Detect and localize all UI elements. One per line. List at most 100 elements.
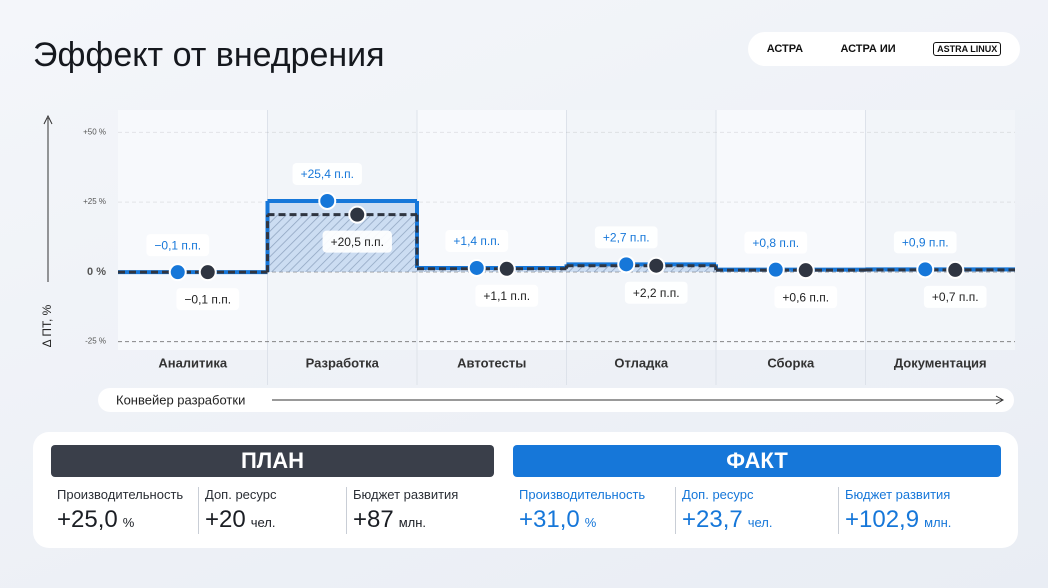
step-area xyxy=(566,265,716,272)
value-label-bg xyxy=(146,234,210,257)
step-area xyxy=(118,271,268,273)
value-label-bg xyxy=(893,231,957,254)
summary-title: ПЛАН xyxy=(51,445,494,477)
value-label-bg xyxy=(445,229,509,252)
point xyxy=(318,191,337,210)
point xyxy=(766,260,785,279)
y-axis-label: Δ ПТ, % xyxy=(40,304,54,347)
logo: АСТРА xyxy=(766,43,804,55)
y-tick-label: +25 % xyxy=(83,197,106,206)
y-tick-label: -25 % xyxy=(85,337,106,346)
point xyxy=(796,261,815,280)
summary-panel: ПЛАН Производительность +25,0% Доп. ресурс +… xyxy=(33,432,1018,548)
metric-value: +23,7 xyxy=(682,506,743,533)
step-area xyxy=(716,270,866,272)
metric-value-row: +25,0% xyxy=(57,506,192,534)
column-bg xyxy=(865,110,1015,350)
column-bg xyxy=(118,110,268,350)
metric: Производительность +31,0% xyxy=(513,487,675,534)
metric-value: +20 xyxy=(205,506,246,533)
logos: АСТРА АСТРА ИИ ASTRA LINUX xyxy=(748,32,1020,66)
point xyxy=(916,260,935,279)
point xyxy=(348,205,367,224)
metric-value-row: +23,7 чел. xyxy=(682,506,832,534)
y-axis-arrowhead xyxy=(43,114,53,125)
point xyxy=(946,260,965,279)
metrics-row: Производительность +25,0% Доп. ресурс +20 че… xyxy=(51,487,494,534)
metric-label: Производительность xyxy=(57,487,184,502)
metric: Доп. ресурс +23,7 чел. xyxy=(675,487,838,534)
x-tick-label: Автотесты xyxy=(457,355,526,370)
metric-unit: млн. xyxy=(398,515,427,530)
value-label: +0,6 п.п. xyxy=(782,290,829,304)
metric: Доп. ресурс +20 чел. xyxy=(198,487,346,534)
summary-side: ФАКТ Производительность +31,0% Доп. ресурс +… xyxy=(513,445,1001,540)
metrics-row: Производительность +31,0% Доп. ресурс +23,7… xyxy=(513,487,1001,534)
step-area xyxy=(865,269,1015,272)
metric-value-row: +102,9 млн. xyxy=(845,506,995,534)
value-label: +2,7 п.п. xyxy=(603,230,650,244)
x-tick-label: Документация xyxy=(894,355,987,370)
x-tick-label: Разработка xyxy=(306,355,380,370)
metric-unit: чел. xyxy=(250,515,276,530)
value-label-bg xyxy=(774,286,838,309)
metric-unit: % xyxy=(122,515,135,530)
value-label-bg xyxy=(923,285,987,308)
metric-value: +25,0 xyxy=(57,506,118,533)
value-label: −0,1 п.п. xyxy=(184,292,231,306)
summary-title: ФАКТ xyxy=(513,445,1001,477)
value-label: −0,1 п.п. xyxy=(154,238,201,252)
logo: АСТРА ИИ xyxy=(840,43,896,55)
value-label: +1,1 п.п. xyxy=(483,289,530,303)
metric-value-row: +31,0% xyxy=(519,506,669,534)
point xyxy=(647,256,666,275)
value-label: +0,8 п.п. xyxy=(752,236,799,250)
value-label-bg xyxy=(176,288,240,311)
slide-title: Эффект от внедрения xyxy=(33,36,385,74)
metric: Бюджет развития +102,9 млн. xyxy=(838,487,1001,534)
metric-value: +102,9 xyxy=(845,506,920,533)
column-bg xyxy=(716,110,866,350)
value-label: +0,7 п.п. xyxy=(932,290,979,304)
metric-unit: % xyxy=(584,515,597,530)
value-label-bg xyxy=(322,230,392,253)
chart: Конвейер разработки Δ ПТ, % +50 % +25 % 0 … xyxy=(40,110,1015,408)
metric-value-row: +87 млн. xyxy=(353,506,488,534)
x-tick-label: Отладка xyxy=(614,355,669,370)
point xyxy=(617,255,636,274)
metric-label: Доп. ресурс xyxy=(682,487,754,502)
value-label: +2,2 п.п. xyxy=(633,286,680,300)
metric-value: +31,0 xyxy=(519,506,580,533)
y-tick-label: +50 % xyxy=(83,127,106,136)
y-tick-label: 0 % xyxy=(87,266,106,278)
point xyxy=(168,263,187,282)
step-area xyxy=(417,268,567,272)
value-label-bg xyxy=(594,226,658,249)
metric-unit: чел. xyxy=(747,515,773,530)
point xyxy=(497,259,516,278)
value-label-bg xyxy=(292,162,362,185)
logo: ASTRA LINUX xyxy=(933,42,1002,56)
metric-unit: млн. xyxy=(924,515,952,530)
metric-label: Производительность xyxy=(519,487,646,502)
x-tick-label: Сборка xyxy=(767,355,815,370)
metric-value: +87 xyxy=(353,506,394,533)
point xyxy=(198,263,217,282)
series xyxy=(118,213,1015,274)
value-label: +1,4 п.п. xyxy=(453,234,500,248)
metric-label: Доп. ресурс xyxy=(205,487,277,502)
x-tick-label: Аналитика xyxy=(158,355,228,370)
value-label-bg xyxy=(475,284,539,307)
x-axis-label: Конвейер разработки xyxy=(116,392,245,407)
value-label: +0,9 п.п. xyxy=(902,236,949,250)
metric-label: Бюджет развития xyxy=(353,487,459,502)
value-label: +20,5 п.п. xyxy=(331,235,384,249)
x-axis-arrowhead xyxy=(995,395,1005,405)
metric-value-row: +20 чел. xyxy=(205,506,340,534)
metric: Бюджет развития +87 млн. xyxy=(346,487,494,534)
value-label-bg xyxy=(624,281,688,304)
summary-side: ПЛАН Производительность +25,0% Доп. ресурс +… xyxy=(51,445,494,540)
metric-label: Бюджет развития xyxy=(845,487,951,502)
value-label-bg xyxy=(744,231,808,254)
